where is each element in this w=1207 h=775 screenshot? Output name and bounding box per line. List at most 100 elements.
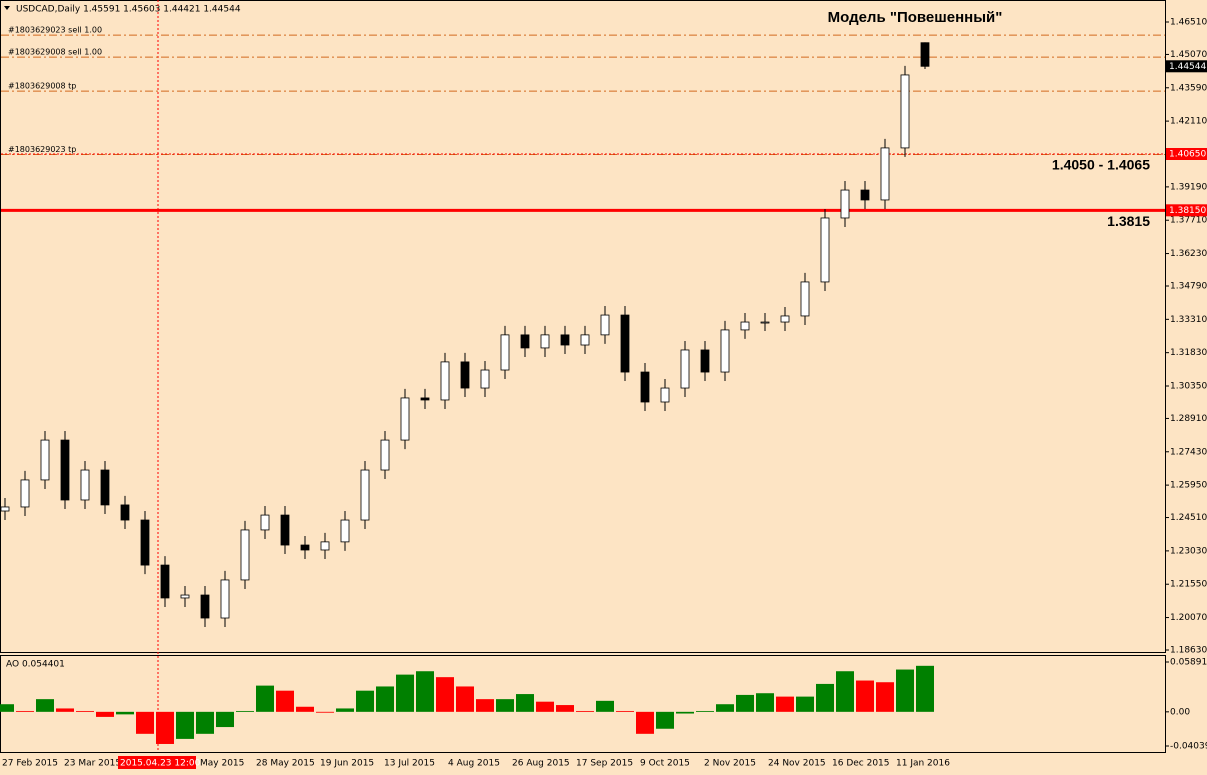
order-label: #1803629023 sell 1.00 bbox=[8, 26, 102, 35]
order-label: #1803629023 tp bbox=[8, 145, 76, 154]
order-label: #1803629008 sell 1.00 bbox=[8, 48, 102, 57]
ao-bar bbox=[136, 711, 154, 734]
candle-body bbox=[440, 361, 450, 401]
candle-body bbox=[740, 321, 750, 331]
candle-body bbox=[20, 479, 30, 508]
annotation: Модель "Повешенный" bbox=[828, 9, 1003, 26]
x-tick-label: May 2015 bbox=[200, 759, 244, 769]
chart-title: USDCAD,Daily 1.45591 1.45603 1.44421 1.4… bbox=[16, 5, 241, 15]
y-tick-label: 0.058915 bbox=[1170, 657, 1207, 667]
ao-bar bbox=[576, 710, 594, 712]
ao-bar bbox=[656, 711, 674, 729]
ao-bar bbox=[556, 705, 574, 712]
x-tick-label: 13 Jul 2015 bbox=[384, 759, 435, 769]
candle-body bbox=[800, 281, 810, 317]
y-tick-label: 1.37710 bbox=[1170, 216, 1207, 226]
candle-body bbox=[300, 544, 310, 551]
ao-bar bbox=[456, 686, 474, 712]
ao-bar bbox=[776, 696, 794, 712]
ao-bar bbox=[196, 711, 214, 734]
candle-body bbox=[640, 371, 650, 403]
candle-body bbox=[920, 42, 930, 67]
ao-bar bbox=[716, 704, 734, 712]
ao-bar bbox=[596, 700, 614, 712]
x-tick-label: 23 Mar 2015 bbox=[64, 759, 121, 769]
candle-body bbox=[240, 529, 250, 581]
candle-body bbox=[280, 514, 290, 546]
ao-bar bbox=[636, 711, 654, 734]
ao-bar bbox=[496, 699, 514, 712]
ao-bar bbox=[736, 694, 754, 712]
menu-arrow[interactable] bbox=[4, 6, 10, 10]
y-tick-label: 1.20070 bbox=[1170, 613, 1207, 623]
ao-bar bbox=[216, 711, 234, 728]
y-tick-label: 1.18630 bbox=[1170, 645, 1207, 655]
level-note: 1.3815 bbox=[1107, 213, 1150, 229]
ao-bar bbox=[256, 685, 274, 712]
ao-bar bbox=[816, 683, 834, 712]
ao-bar bbox=[356, 690, 374, 712]
ao-bar bbox=[616, 710, 634, 712]
y-tick-label: 1.46510 bbox=[1170, 18, 1207, 28]
candle-body bbox=[120, 504, 130, 521]
candle-body bbox=[100, 469, 110, 506]
y-tick-label: 1.33310 bbox=[1170, 315, 1207, 325]
candle-body bbox=[900, 74, 910, 149]
ao-bar bbox=[876, 682, 894, 712]
y-tick-label: 1.43590 bbox=[1170, 83, 1207, 93]
y-tick-label: 1.31830 bbox=[1170, 348, 1207, 358]
x-tick-label: 2 Nov 2015 bbox=[704, 759, 756, 769]
ao-bar bbox=[696, 710, 714, 712]
level-price-label: 1.40650 bbox=[1169, 150, 1206, 160]
candle-body bbox=[340, 519, 350, 543]
candle-body bbox=[200, 594, 210, 619]
level-price-box bbox=[1166, 148, 1207, 161]
ao-bar bbox=[536, 701, 554, 712]
candle-body bbox=[780, 315, 790, 323]
y-tick-label: 1.25950 bbox=[1170, 481, 1207, 491]
x-tick-label: 17 Sep 2015 bbox=[576, 759, 633, 769]
y-tick-label: 0.00 bbox=[1170, 707, 1190, 717]
ao-bar bbox=[0, 704, 14, 712]
candle-body bbox=[140, 519, 150, 566]
y-tick-label: 1.39190 bbox=[1170, 182, 1207, 192]
ao-bar bbox=[236, 710, 254, 712]
ao-bar bbox=[836, 671, 854, 712]
y-tick-label: 1.21550 bbox=[1170, 580, 1207, 590]
candle-body bbox=[720, 329, 730, 373]
candle-body bbox=[400, 397, 410, 441]
crosshair-box bbox=[118, 756, 196, 769]
y-tick-label: 1.45070 bbox=[1170, 50, 1207, 60]
ao-bar bbox=[896, 669, 914, 712]
ao-bar bbox=[16, 710, 34, 712]
x-tick-label: 9 Oct 2015 bbox=[640, 759, 690, 769]
candle-body bbox=[40, 439, 50, 481]
candle-body bbox=[500, 334, 510, 371]
y-tick-label: 1.34790 bbox=[1170, 281, 1207, 291]
ao-bar bbox=[96, 711, 114, 717]
crosshair-label: 2015.04.23 12:00 bbox=[120, 759, 201, 769]
x-tick-label: 26 Aug 2015 bbox=[512, 759, 570, 769]
candle-body bbox=[320, 541, 330, 551]
candle-body bbox=[80, 469, 90, 501]
candle-body bbox=[840, 189, 850, 219]
candle-body bbox=[880, 147, 890, 201]
candle-body bbox=[460, 361, 470, 389]
candle-body bbox=[860, 189, 870, 201]
x-tick-label: 24 Nov 2015 bbox=[768, 759, 826, 769]
x-tick-label: 16 Dec 2015 bbox=[832, 759, 890, 769]
level-note: 1.4050 - 1.4065 bbox=[1052, 157, 1150, 173]
y-tick-label: 1.36230 bbox=[1170, 249, 1207, 259]
candle-body bbox=[700, 349, 710, 373]
candle-body bbox=[680, 349, 690, 389]
level-price-label: 1.38150 bbox=[1169, 206, 1206, 216]
candle-body bbox=[380, 439, 390, 471]
y-tick-label: 1.23030 bbox=[1170, 546, 1207, 556]
ao-bar bbox=[756, 693, 774, 712]
y-tick-label: 1.30350 bbox=[1170, 382, 1207, 392]
candle-body bbox=[520, 334, 530, 349]
ao-bar bbox=[116, 711, 134, 715]
candle-body bbox=[160, 564, 170, 599]
